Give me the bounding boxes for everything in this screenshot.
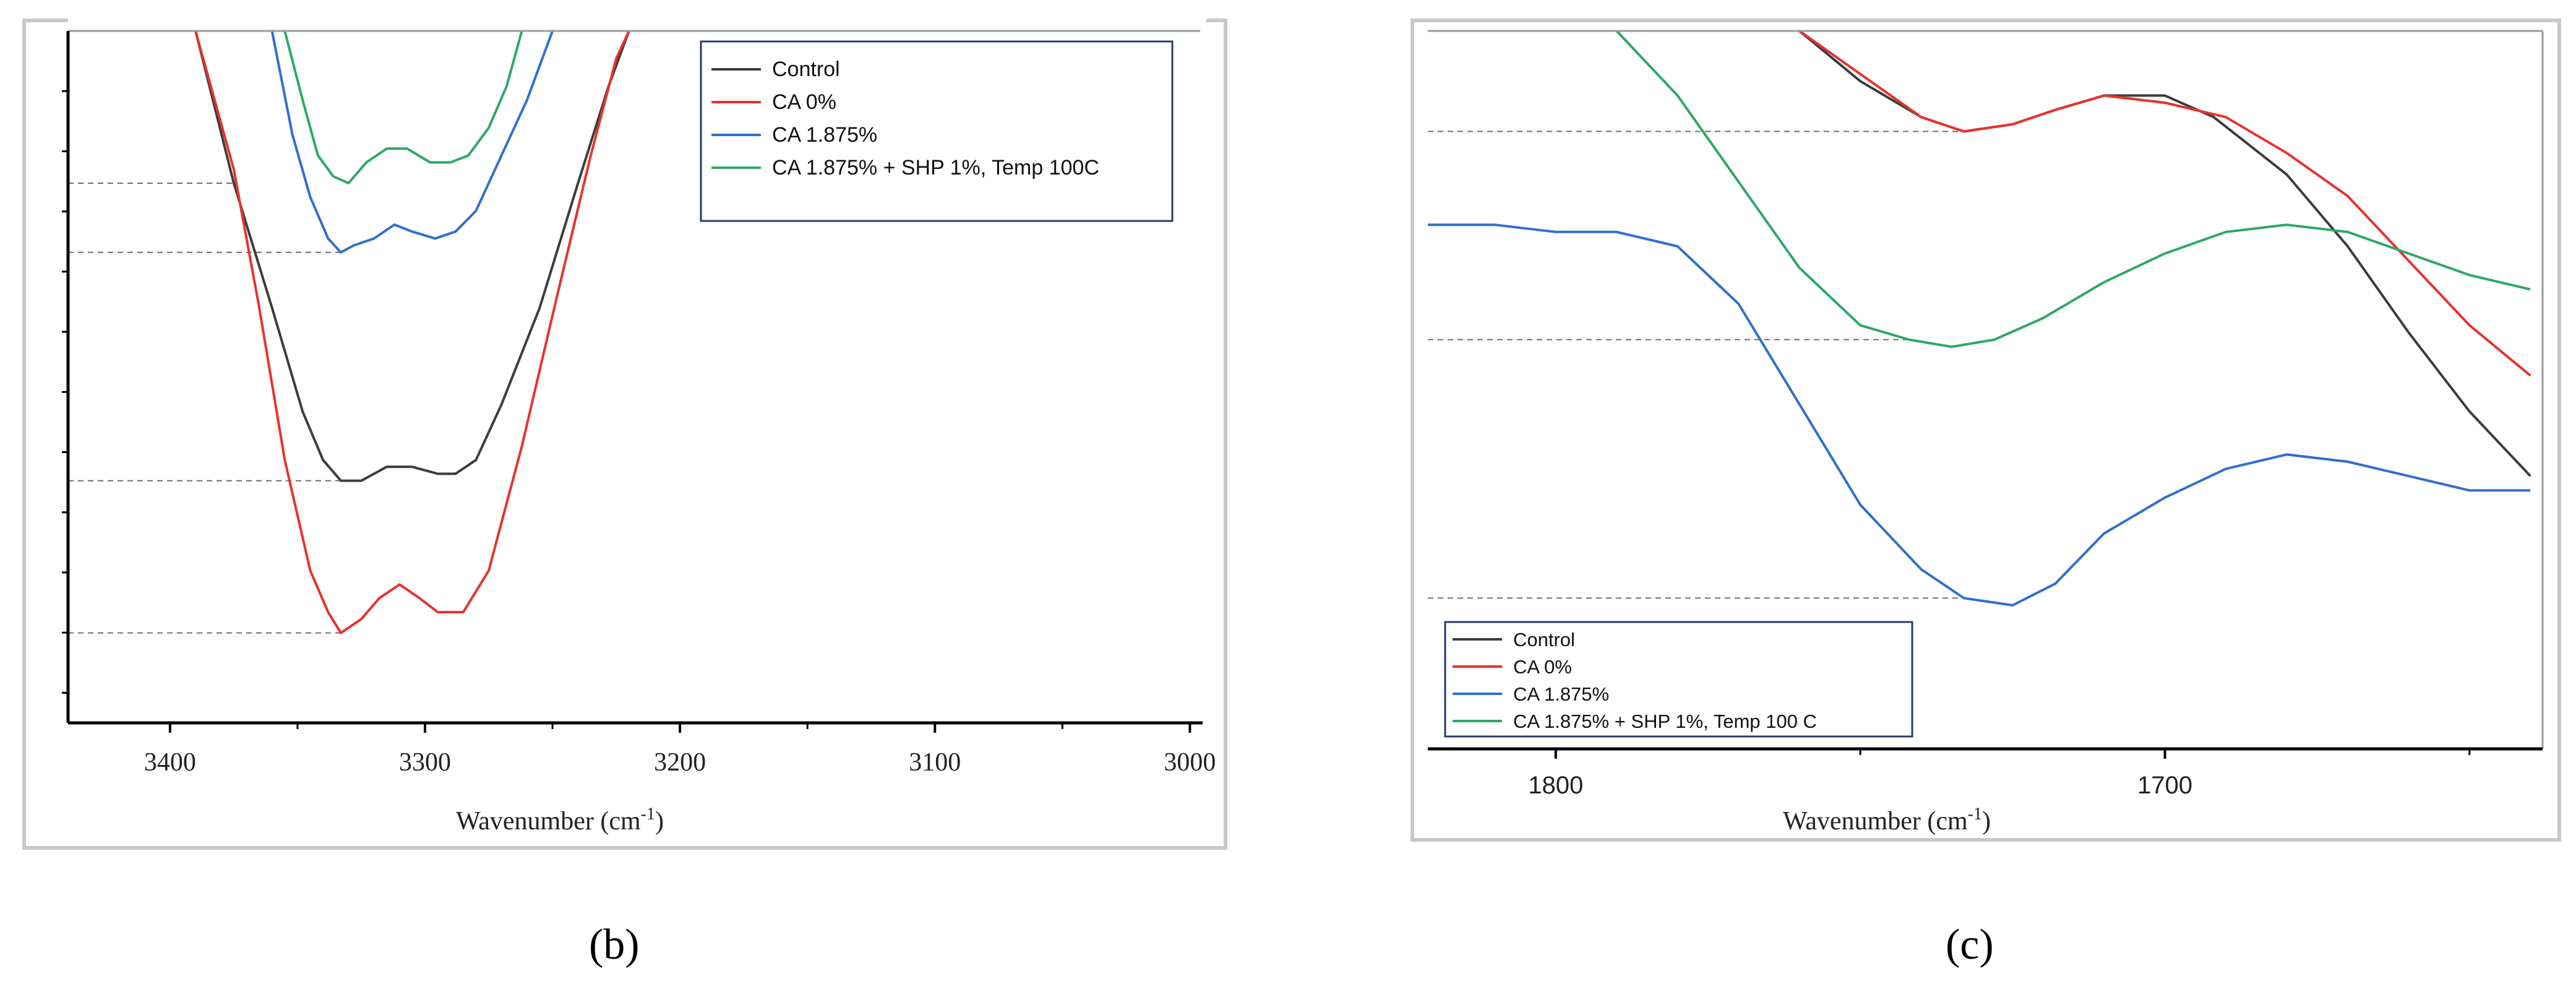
chart-b-legend-label-ca-1-875: CA 1.875% <box>772 123 877 147</box>
chart-b-x-tick-label-3300: 3300 <box>399 748 451 777</box>
panel-b-label: (b) <box>589 921 640 969</box>
chart-b-plot-mask-top <box>68 0 1206 31</box>
chart-c-legend: Control CA 0% CA 1.875% CA 1.875% + SHP 1%,… <box>1444 621 1913 738</box>
chart-b-y-ticks <box>62 90 68 694</box>
chart-b-legend-label-ca-1-875-shp-1-temp-100c: CA 1.875% + SHP 1%, Temp 100C <box>772 156 1099 179</box>
chart-b-x-tick-label-3100: 3100 <box>909 748 961 777</box>
panel-c-label: (c) <box>1946 921 1994 969</box>
chart-b-series-group <box>194 31 630 634</box>
chart-c-series-ca-0 <box>1798 31 2531 377</box>
chart-b-series-ca-0 <box>194 31 630 634</box>
chart-c-series-group <box>1428 31 2531 607</box>
chart-b-x-axis-title: Wavenumber (cm-1) <box>456 805 664 836</box>
chart-c-legend-label-ca-1-875-shp-1-temp-100-c: CA 1.875% + SHP 1%, Temp 100 C <box>1513 710 1817 732</box>
chart-c-series-ca-1-875-shp-1-temp-100-c <box>1615 31 2531 348</box>
chart-b-x-tick-label-3400: 3400 <box>144 748 196 777</box>
chart-b-series-ca-1-875-shp-1-temp-100c <box>283 31 523 184</box>
chart-c-legend-box <box>1444 621 1913 738</box>
chart-b-legend-box <box>700 40 1174 222</box>
chart-b: 3400 3300 3200 3100 3000 Wavenumber (cm-1) C… <box>62 0 1216 836</box>
chart-b-series-control <box>194 31 630 482</box>
chart-c-x-tick-label-1800: 1800 <box>1528 772 1583 799</box>
chart-c-x-tick-label-1700: 1700 <box>2137 772 2192 799</box>
chart-c-series-ca-1-875 <box>1428 223 2531 607</box>
chart-c-x-axis-title: Wavenumber (cm-1) <box>1783 805 1991 836</box>
chart-b-x-tick-label-3000: 3000 <box>1164 748 1216 777</box>
chart-b-x-tick-label-3200: 3200 <box>654 748 706 777</box>
chart-c-legend-label-control: Control <box>1513 629 1575 650</box>
chart-b-reference-lines <box>68 182 341 634</box>
chart-b-series-ca-1-875 <box>270 31 554 254</box>
chart-c-reference-lines <box>1428 131 1964 599</box>
chart-b-legend-label-control: Control <box>772 58 840 81</box>
chart-b-x-ticks: 3400 3300 3200 3100 3000 <box>144 723 1216 777</box>
chart-c-legend-label-ca-1-875: CA 1.875% <box>1513 683 1609 705</box>
chart-c-legend-label-ca-0: CA 0% <box>1513 656 1572 678</box>
chart-b-legend-label-ca-0: CA 0% <box>772 90 836 114</box>
chart-c-x-ticks: 1800 1700 <box>1528 749 2471 799</box>
chart-b-legend: Control CA 0% CA 1.875% CA 1.875% + SHP 1%,… <box>700 40 1174 222</box>
